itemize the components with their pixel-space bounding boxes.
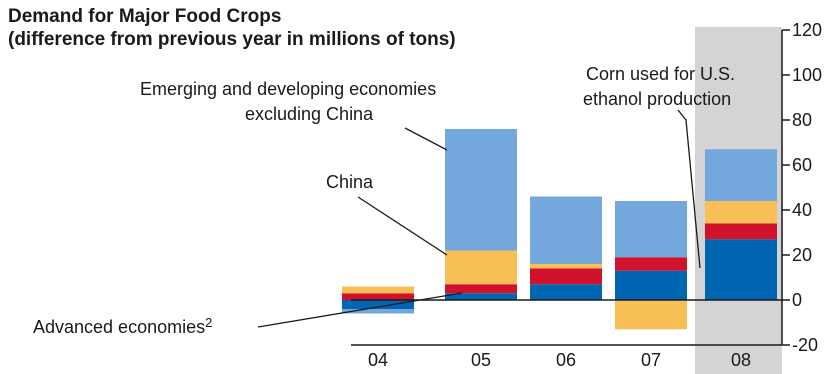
chart-title: Demand for Major Food Crops <box>8 6 281 27</box>
annotation-advanced-text: Advanced economies <box>33 317 205 337</box>
y-tick-label-100: 100 <box>792 65 822 85</box>
annotation-emerging-line2: excluding China <box>245 104 374 124</box>
annotation-china: China <box>326 172 374 192</box>
bar-segment-emerging-08 <box>705 149 777 201</box>
x-tick-label-07: 07 <box>641 350 661 370</box>
y-tick-label--20: -20 <box>792 335 818 355</box>
annotation-emerging-line1: Emerging and developing economies <box>140 79 436 99</box>
bar-segment-corn-08 <box>705 223 777 240</box>
y-axis-ticks: -20 0 20 40 60 80 100 120 <box>782 20 822 355</box>
bar-segment-emerging-06 <box>530 196 602 264</box>
annotation-corn-line1: Corn used for U.S. <box>586 64 735 84</box>
y-tick-label-80: 80 <box>792 110 812 130</box>
bar-segment-china-04 <box>342 286 414 294</box>
annotation-advanced: Advanced economies2 <box>33 315 212 337</box>
bars-layer <box>342 129 777 330</box>
bar-segment-corn-07 <box>615 257 687 271</box>
bar-segment-china-05 <box>445 250 517 285</box>
bar-segment-china-06 <box>530 264 602 269</box>
bar-segment-corn-06 <box>530 268 602 285</box>
bar-segment-china-08 <box>705 201 777 224</box>
leader-corn <box>677 109 701 269</box>
bar-segment-advanced-07 <box>615 270 687 300</box>
y-tick-label-60: 60 <box>792 155 812 175</box>
y-tick-label-40: 40 <box>792 200 812 220</box>
annotation-corn-line2: ethanol production <box>583 89 731 109</box>
annotation-advanced-footnote: 2 <box>205 315 212 330</box>
y-tick-label-120: 120 <box>792 20 822 40</box>
leader-emerging <box>404 127 448 151</box>
leader-china <box>357 196 448 256</box>
x-tick-label-05: 05 <box>471 350 491 370</box>
chart-subtitle: (difference from previous year in millio… <box>8 29 456 50</box>
leader-advanced <box>257 292 463 328</box>
bar-segment-advanced-06 <box>530 284 602 300</box>
bar-segment-advanced-05 <box>445 293 517 300</box>
bar-segment-corn-04 <box>342 293 414 300</box>
bar-segment-advanced-08 <box>705 239 777 300</box>
x-axis-ticks: 04 05 06 07 08 <box>368 350 751 370</box>
y-tick-label-0: 0 <box>792 290 802 310</box>
x-tick-label-04: 04 <box>368 350 388 370</box>
bar-segment-corn-05 <box>445 284 517 294</box>
bar-segment-emerging-04 <box>342 309 414 314</box>
y-tick-label-20: 20 <box>792 245 812 265</box>
x-tick-label-08: 08 <box>731 350 751 370</box>
x-tick-label-06: 06 <box>556 350 576 370</box>
bar-segment-emerging-07 <box>615 201 687 258</box>
bar-segment-advanced-04 <box>342 300 414 309</box>
bar-segment-emerging-05 <box>445 129 517 251</box>
bar-segment-china-07 <box>615 300 687 330</box>
